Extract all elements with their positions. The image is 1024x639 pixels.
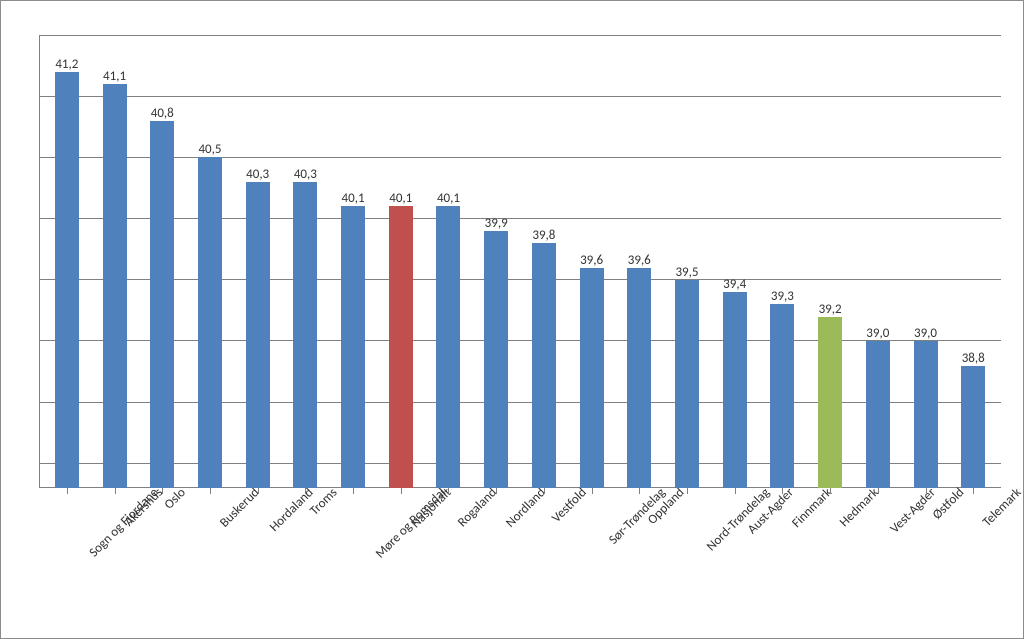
- x-tick: [401, 488, 402, 494]
- x-tick: [67, 488, 68, 494]
- bar-value-label: 40,5: [198, 142, 221, 157]
- bar: [818, 317, 842, 488]
- bar-slot: 39,8Vestfold: [520, 35, 568, 628]
- x-tick: [544, 488, 545, 494]
- bars-container: 41,2Sogn og Fjordane41,1Akershus 40,8 Oslo…: [39, 35, 1001, 628]
- bar: [484, 231, 508, 488]
- bar-slot: 39,6Oppland: [615, 35, 663, 628]
- x-tick: [687, 488, 688, 494]
- bar-value-label: 40,8: [151, 106, 174, 121]
- bar-slot: 39,6Sør-Trøndelag: [568, 35, 616, 628]
- bar-slot: 40,8 Oslo: [138, 35, 186, 628]
- bar: [675, 280, 699, 488]
- bar-slot: 41,1Akershus: [91, 35, 139, 628]
- bar-category-label: Telemark: [980, 485, 1024, 530]
- bar-value-label: 39,6: [628, 253, 651, 268]
- bar: [723, 292, 747, 488]
- bar: [389, 206, 413, 488]
- bar-value-label: 40,1: [342, 191, 365, 206]
- bar-value-label: 39,8: [532, 228, 555, 243]
- bar-slot: 39,3Finnmark: [759, 35, 807, 628]
- x-tick: [592, 488, 593, 494]
- x-tick: [973, 488, 974, 494]
- bar-value-label: 38,8: [962, 351, 985, 366]
- bar: [150, 121, 174, 488]
- bar: [961, 366, 985, 488]
- bar-slot: 39,4Aust-Agder: [711, 35, 759, 628]
- x-tick: [735, 488, 736, 494]
- bar-value-label: 39,3: [771, 289, 794, 304]
- bar: [293, 182, 317, 488]
- x-tick: [448, 488, 449, 494]
- bar-slot: 40,1Møre og Romsdal: [329, 35, 377, 628]
- bar-value-label: 39,6: [580, 253, 603, 268]
- bar-slot: 40,1Rogaland: [425, 35, 473, 628]
- bar-slot: 40,1Nasjonalt: [377, 35, 425, 628]
- bar: [770, 304, 794, 488]
- bar: [914, 341, 938, 488]
- x-tick: [115, 488, 116, 494]
- bar-slot: 38,8Telemark: [949, 35, 997, 628]
- x-tick: [878, 488, 879, 494]
- bar-value-label: 40,3: [294, 167, 317, 182]
- bar-value-label: 39,9: [485, 216, 508, 231]
- chart-frame: 41,2Sogn og Fjordane41,1Akershus 40,8 Oslo…: [0, 0, 1024, 639]
- bar-value-label: 40,1: [437, 191, 460, 206]
- bar-value-label: 40,1: [389, 191, 412, 206]
- bar-slot: 39,9Nordland: [472, 35, 520, 628]
- bar-value-label: 39,4: [723, 277, 746, 292]
- x-tick: [258, 488, 259, 494]
- bar-slot: 39,0Østfold: [902, 35, 950, 628]
- bar: [198, 157, 222, 488]
- bar-slot: 40,3Troms: [282, 35, 330, 628]
- bar: [580, 268, 604, 488]
- bar-slot: 40,3Hordaland: [234, 35, 282, 628]
- bar: [532, 243, 556, 488]
- x-tick: [162, 488, 163, 494]
- x-tick: [210, 488, 211, 494]
- bar: [55, 72, 79, 488]
- bar-slot: 41,2Sogn og Fjordane: [43, 35, 91, 628]
- bar: [627, 268, 651, 488]
- bar-value-label: 39,0: [866, 326, 889, 341]
- bar-slot: 39,2Hedmark: [806, 35, 854, 628]
- bar-slot: 39,5Nord-Trøndelag: [663, 35, 711, 628]
- x-tick: [926, 488, 927, 494]
- x-tick: [305, 488, 306, 494]
- bar: [246, 182, 270, 488]
- bar-value-label: 39,0: [914, 326, 937, 341]
- plot-wrap: 41,2Sogn og Fjordane41,1Akershus 40,8 Oslo…: [15, 13, 1009, 628]
- x-tick: [782, 488, 783, 494]
- bar-value-label: 39,5: [675, 265, 698, 280]
- bar: [341, 206, 365, 488]
- bar-value-label: 40,3: [246, 167, 269, 182]
- x-tick: [639, 488, 640, 494]
- bar-slot: 39,0Vest-Agder: [854, 35, 902, 628]
- bar: [436, 206, 460, 488]
- x-tick: [496, 488, 497, 494]
- bar-category-label: Oslo: [162, 485, 189, 512]
- bar-value-label: 39,2: [819, 302, 842, 317]
- bar-value-label: 41,2: [55, 57, 78, 72]
- bar: [866, 341, 890, 488]
- bar-slot: 40,5Buskerud: [186, 35, 234, 628]
- x-tick: [830, 488, 831, 494]
- bar: [103, 84, 127, 488]
- bar-value-label: 41,1: [103, 69, 126, 84]
- x-tick: [353, 488, 354, 494]
